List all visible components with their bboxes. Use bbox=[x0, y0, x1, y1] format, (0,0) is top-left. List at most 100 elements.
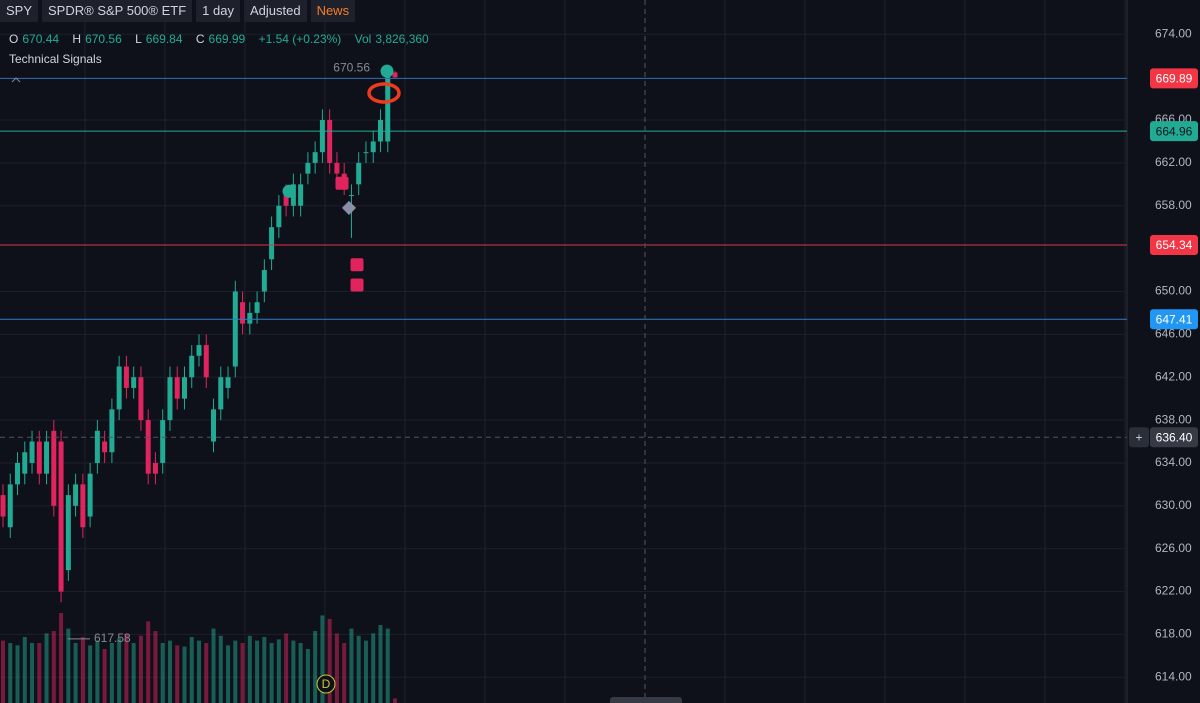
candle-body bbox=[261, 270, 267, 292]
price-label-bg bbox=[1150, 234, 1198, 255]
price-label: 664.96 bbox=[1156, 124, 1193, 138]
volume-bar bbox=[393, 698, 397, 703]
news[interactable]: News bbox=[310, 0, 356, 22]
candle-body bbox=[94, 430, 100, 463]
candle-body bbox=[51, 430, 57, 506]
volume-bar bbox=[182, 646, 187, 703]
toolbar: SPY SPDR® S&P 500® ETF 1 day Adjusted Ne… bbox=[0, 0, 356, 22]
low-marker-label: 617.58 bbox=[94, 631, 131, 645]
volume-bar bbox=[15, 645, 20, 703]
symbol[interactable]: SPY bbox=[0, 0, 39, 22]
volume-bar bbox=[218, 635, 223, 703]
candle-body bbox=[15, 462, 21, 485]
volume-bar bbox=[284, 633, 289, 703]
volume-bar bbox=[59, 613, 64, 703]
candle-body bbox=[305, 162, 311, 174]
volume-bar bbox=[334, 633, 339, 703]
y-tick-label: 634.00 bbox=[1155, 455, 1192, 469]
volume-bar bbox=[371, 633, 376, 703]
volume-bar bbox=[117, 638, 122, 703]
signal-dot bbox=[282, 184, 296, 198]
volume-bar bbox=[22, 637, 27, 703]
candle-body bbox=[65, 495, 71, 571]
volume-bar bbox=[262, 637, 267, 703]
candle-body bbox=[116, 366, 122, 410]
volume-bar bbox=[124, 633, 129, 703]
volume-bar bbox=[240, 643, 245, 703]
y-tick-label: 626.00 bbox=[1155, 541, 1192, 555]
crosshair-add-icon: + bbox=[1135, 430, 1142, 444]
candle-body bbox=[189, 355, 195, 378]
volume-bar bbox=[197, 640, 201, 703]
y-tick-label: 658.00 bbox=[1155, 198, 1192, 212]
candle-body bbox=[109, 409, 115, 453]
volume-bar bbox=[247, 635, 252, 703]
indicator-name[interactable]: Technical Signals bbox=[9, 52, 102, 66]
price-label: 647.41 bbox=[1156, 312, 1193, 326]
price-label: 636.40 bbox=[1156, 430, 1193, 444]
volume-bar bbox=[8, 643, 13, 703]
candle-body bbox=[276, 205, 282, 228]
candle-body bbox=[327, 120, 333, 163]
volume-bar bbox=[88, 645, 93, 703]
value: 3,826,360 bbox=[375, 32, 429, 46]
volume-bar bbox=[37, 643, 42, 703]
change: +1.54 (+0.23%) bbox=[258, 32, 342, 46]
candle-body bbox=[44, 441, 50, 474]
candle-body bbox=[218, 377, 224, 410]
candle-body bbox=[254, 302, 260, 313]
volume-bar bbox=[378, 625, 383, 703]
signal-square bbox=[350, 278, 364, 292]
label: H bbox=[72, 32, 82, 46]
candle-body bbox=[363, 152, 369, 154]
candle-body bbox=[0, 495, 6, 517]
candle-body bbox=[123, 366, 129, 388]
volume-bar bbox=[349, 628, 354, 703]
candle-body bbox=[87, 473, 93, 517]
candle-body bbox=[298, 184, 304, 206]
candle-body bbox=[203, 345, 209, 378]
price-label-bg bbox=[1150, 427, 1198, 448]
volume-bar bbox=[146, 621, 151, 703]
volume-bar bbox=[226, 645, 231, 703]
candle-body bbox=[22, 452, 28, 474]
signal-dot bbox=[380, 64, 394, 78]
volume-bar bbox=[385, 628, 390, 703]
candle-body bbox=[319, 120, 325, 153]
candle-body bbox=[160, 420, 166, 463]
interval[interactable]: 1 day bbox=[196, 0, 240, 22]
signal-square bbox=[335, 176, 349, 190]
candle-body bbox=[356, 162, 362, 185]
volume-bar bbox=[153, 631, 158, 703]
volume-bar bbox=[320, 615, 325, 703]
time-label bbox=[610, 697, 682, 703]
volume-bar bbox=[73, 643, 78, 703]
volume-bar bbox=[363, 640, 368, 703]
volume-bar bbox=[204, 643, 209, 703]
volume-bar bbox=[80, 637, 85, 703]
candle-body bbox=[269, 227, 275, 260]
candle-body bbox=[312, 152, 318, 163]
y-tick-label: 622.00 bbox=[1155, 584, 1192, 598]
volume-bar bbox=[305, 649, 310, 703]
volume-bar bbox=[109, 643, 114, 703]
adjustment[interactable]: Adjusted bbox=[243, 0, 307, 22]
price-label-bg bbox=[1150, 121, 1198, 142]
candle-body bbox=[225, 377, 231, 388]
collapse-icon bbox=[11, 77, 21, 83]
volume-bar bbox=[313, 631, 318, 703]
signal-price: 670.56 bbox=[333, 60, 370, 74]
volume-bar bbox=[298, 643, 303, 703]
y-tick-label: 662.00 bbox=[1155, 155, 1192, 169]
signal-square bbox=[350, 258, 364, 272]
volume-bar bbox=[342, 643, 347, 703]
candle-body bbox=[348, 195, 354, 197]
volume-bar bbox=[233, 640, 238, 703]
price-label: 669.89 bbox=[1156, 72, 1193, 86]
label: C bbox=[195, 32, 205, 46]
volume-bar bbox=[327, 619, 332, 703]
symbol-name[interactable]: SPDR® S&P 500® ETF bbox=[42, 0, 193, 22]
label: O bbox=[9, 32, 19, 46]
